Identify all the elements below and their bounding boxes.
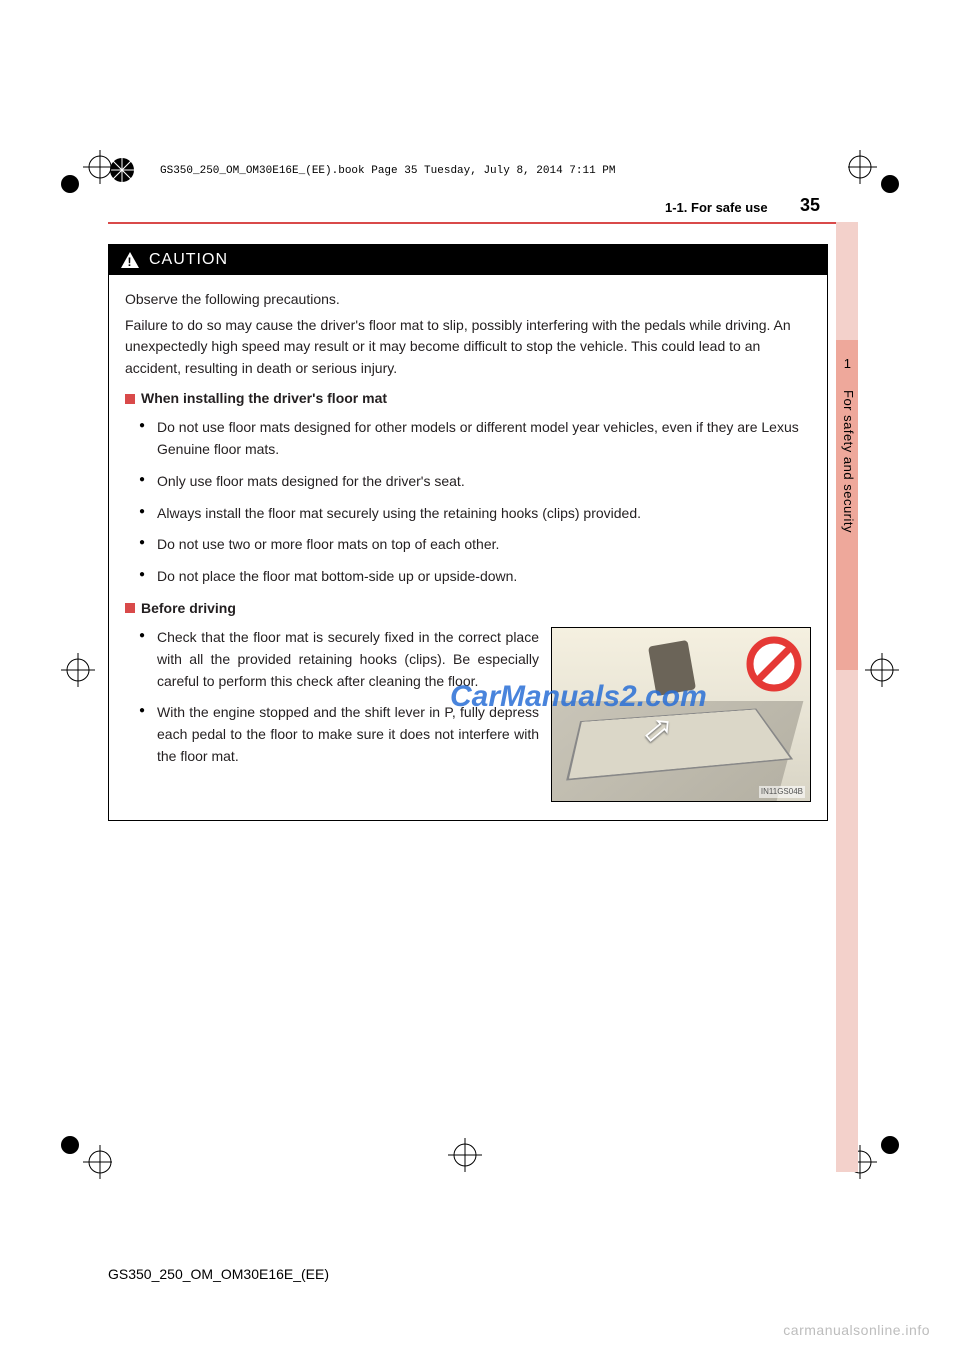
- bullet-list-installing: Do not use floor mats designed for other…: [125, 417, 811, 587]
- floor-mat-illustration: ⇧ IN11GS04B: [551, 627, 811, 802]
- crop-mark-bl: [58, 1135, 112, 1189]
- subheading-before-driving-text: Before driving: [141, 598, 236, 620]
- bullet-square-icon: [125, 394, 135, 404]
- before-driving-text-col: Check that the floor mat is securely fix…: [125, 627, 539, 777]
- list-item: Do not use two or more floor mats on top…: [139, 534, 811, 556]
- list-item: Do not use floor mats designed for other…: [139, 417, 811, 460]
- crop-mark-bc: [445, 1135, 485, 1175]
- chapter-number: 1: [844, 356, 851, 371]
- intro-line: Observe the following precautions.: [125, 289, 811, 311]
- crop-mark-ml: [58, 650, 98, 690]
- svg-text:!: !: [128, 255, 133, 268]
- print-header-text: GS350_250_OM_OM30E16E_(EE).book Page 35 …: [160, 165, 615, 177]
- subheading-installing-text: When installing the driver's floor mat: [141, 388, 387, 410]
- list-item: Always install the floor mat securely us…: [139, 503, 811, 525]
- warning-icon: !: [121, 252, 139, 268]
- list-item: Only use floor mats designed for the dri…: [139, 471, 811, 493]
- header-rule: [108, 222, 852, 224]
- footer-doc-code: GS350_250_OM_OM30E16E_(EE): [108, 1266, 329, 1282]
- crop-mark-mr: [862, 650, 902, 690]
- section-reference: 1-1. For safe use: [665, 200, 768, 215]
- list-item: With the engine stopped and the shift le…: [139, 702, 539, 767]
- crop-mark-tl: [58, 140, 112, 194]
- illustration-code: IN11GS04B: [759, 786, 805, 798]
- before-driving-row: Check that the floor mat is securely fix…: [125, 627, 811, 802]
- prohibit-icon: [746, 636, 802, 692]
- intro-paragraph: Failure to do so may cause the driver's …: [125, 315, 811, 380]
- footer-site-watermark: carmanualsonline.info: [783, 1322, 930, 1338]
- bullet-square-icon: [125, 603, 135, 613]
- crop-mark-tr: [848, 140, 902, 194]
- caution-title: CAUTION: [149, 251, 228, 269]
- caution-header: ! CAUTION: [109, 245, 827, 275]
- subheading-before-driving: Before driving: [125, 598, 811, 620]
- list-item: Check that the floor mat is securely fix…: [139, 627, 539, 692]
- illustration-pedal: [648, 640, 696, 696]
- subheading-installing: When installing the driver's floor mat: [125, 388, 811, 410]
- bullet-list-before-driving: Check that the floor mat is securely fix…: [125, 627, 539, 767]
- caution-body: Observe the following precautions. Failu…: [109, 275, 827, 820]
- caution-box: ! CAUTION Observe the following precauti…: [108, 244, 828, 821]
- list-item: Do not place the floor mat bottom-side u…: [139, 566, 811, 588]
- chapter-title: For safety and security: [841, 390, 856, 533]
- page-number: 35: [800, 195, 820, 216]
